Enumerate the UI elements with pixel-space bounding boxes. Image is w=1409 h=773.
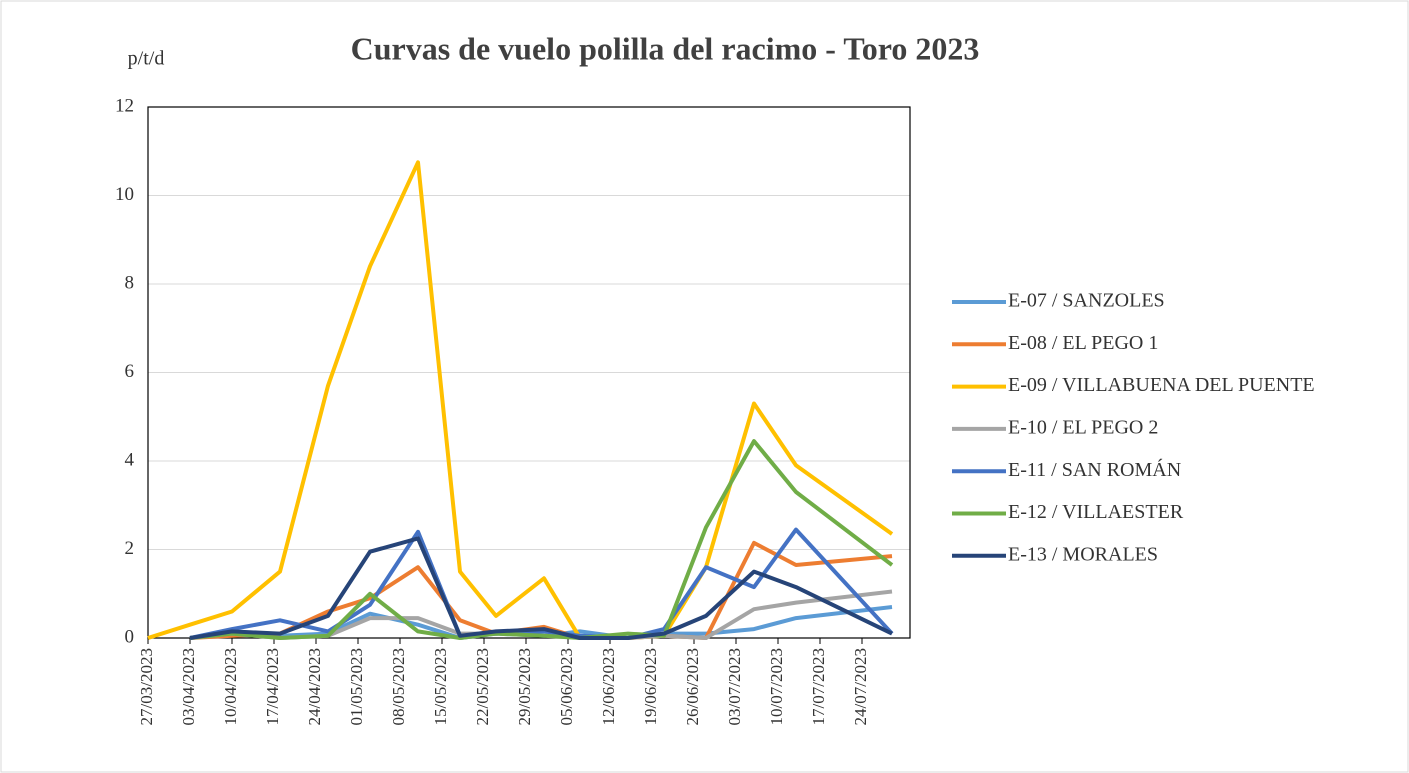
- x-tick-label: 29/05/2023: [515, 648, 534, 725]
- y-tick-label: 4: [125, 449, 135, 470]
- legend-label: E-11 / SAN ROMÁN: [1008, 458, 1181, 481]
- x-tick-label: 10/07/2023: [767, 648, 786, 725]
- x-tick-label: 22/05/2023: [473, 648, 492, 725]
- x-tick-label: 03/07/2023: [725, 648, 744, 725]
- x-tick-label: 08/05/2023: [389, 648, 408, 725]
- chart-title: Curvas de vuelo polilla del racimo - Tor…: [351, 30, 980, 66]
- series-line: [189, 439, 894, 640]
- x-tick-label: 19/06/2023: [641, 648, 660, 725]
- x-tick-label: 24/07/2023: [851, 648, 870, 725]
- legend-label: E-09 / VILLABUENA DEL PUENTE: [1008, 374, 1315, 396]
- y-tick-label: 12: [115, 95, 134, 116]
- x-tick-label: 05/06/2023: [557, 648, 576, 725]
- y-tick-label: 0: [125, 626, 135, 647]
- y-tick-label: 2: [125, 538, 135, 559]
- x-tick-label: 27/03/2023: [137, 648, 156, 725]
- x-tick-label: 24/04/2023: [305, 648, 324, 725]
- legend-label: E-10 / EL PEGO 2: [1008, 416, 1158, 438]
- legend-label: E-12 / VILLAESTER: [1008, 501, 1184, 523]
- x-tick-label: 03/04/2023: [179, 648, 198, 725]
- y-tick-label: 10: [115, 184, 134, 205]
- x-tick-label: 10/04/2023: [221, 648, 240, 725]
- legend-label: E-13 / MORALES: [1008, 543, 1158, 565]
- series-line: [147, 160, 894, 640]
- legend-label: E-07 / SANZOLES: [1008, 290, 1165, 312]
- legend-label: E-08 / EL PEGO 1: [1008, 332, 1158, 354]
- y-tick-label: 8: [125, 272, 135, 293]
- plot-border: [147, 106, 911, 639]
- x-tick-label: 17/07/2023: [809, 648, 828, 725]
- series-line: [189, 536, 893, 640]
- x-tick-label: 17/04/2023: [263, 648, 282, 725]
- y-tick-label: 6: [125, 361, 135, 382]
- x-tick-label: 15/05/2023: [431, 648, 450, 725]
- y-axis-label: p/t/d: [128, 48, 165, 70]
- x-tick-label: 01/05/2023: [347, 648, 366, 725]
- x-tick-label: 26/06/2023: [683, 648, 702, 725]
- x-tick-label: 12/06/2023: [599, 648, 618, 725]
